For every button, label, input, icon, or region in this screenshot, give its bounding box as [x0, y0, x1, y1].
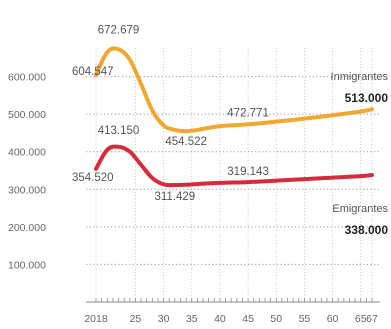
- x-tick-label: 67: [366, 313, 378, 325]
- data-label: 311.429: [154, 191, 195, 203]
- y-tick-label: 600.000: [8, 72, 46, 84]
- x-tick-label: 25: [130, 313, 142, 325]
- x-tick-label: 40: [214, 313, 226, 325]
- x-tick-label: 65: [355, 313, 367, 325]
- legend-label: Emigrantes: [332, 203, 388, 215]
- x-tick-label: 55: [299, 313, 311, 325]
- y-tick-label: 400.000: [8, 147, 46, 159]
- data-label: 354.520: [72, 172, 114, 184]
- series-line-inmigrantes: [94, 46, 374, 134]
- y-tick-label: 500.000: [8, 109, 46, 121]
- legend-label: Inmigrantes: [331, 71, 389, 83]
- x-tick-label: 60: [327, 313, 339, 325]
- data-label: 672.679: [98, 24, 140, 36]
- x-tick-label: 30: [158, 313, 170, 325]
- x-tick-label: 35: [186, 313, 198, 325]
- x-tick-label: 50: [270, 313, 282, 325]
- series-lines: [94, 46, 374, 188]
- series-line-emigrantes: [94, 144, 374, 188]
- final-value-label: 338.000: [345, 223, 389, 237]
- y-tick-label: 100.000: [8, 259, 46, 271]
- x-tick-label: 2018: [84, 313, 108, 325]
- data-label: 604.547: [72, 66, 114, 78]
- data-label: 319.143: [227, 166, 269, 178]
- grid: [86, 48, 380, 302]
- final-value-label: 513.000: [345, 91, 389, 105]
- series-labels: 604.547 672.679 454.522 472.771 Inmigrantes 5…: [72, 24, 388, 237]
- y-tick-label: 200.000: [8, 222, 46, 234]
- y-tick-label: 300.000: [8, 184, 46, 196]
- x-axis: 2018 25 30 35 40 45 50 55 60 65 67: [84, 298, 380, 325]
- data-label: 472.771: [227, 107, 269, 119]
- data-label: 413.150: [98, 125, 140, 137]
- data-label: 454.522: [165, 136, 207, 148]
- x-tick-label: 45: [242, 313, 254, 325]
- y-axis: 100.000 200.000 300.000 400.000 500.000 600.0…: [8, 72, 46, 272]
